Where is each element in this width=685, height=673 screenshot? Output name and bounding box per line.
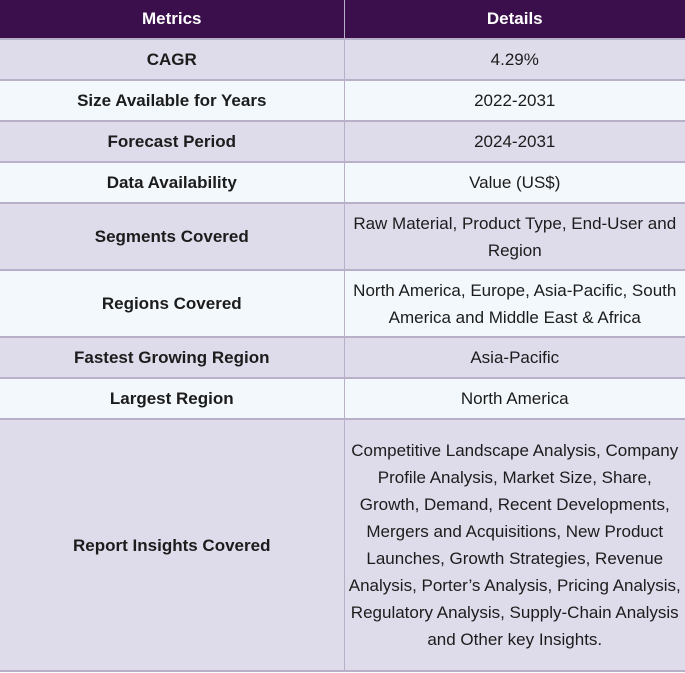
detail-cell: 2024-2031 xyxy=(344,121,685,163)
metric-cell: CAGR xyxy=(0,39,345,81)
detail-cell: Asia-Pacific xyxy=(344,337,685,379)
detail-cell: Competitive Landscape Analysis, Company … xyxy=(344,419,685,672)
metric-cell: Report Insights Covered xyxy=(0,419,345,672)
metric-cell: Segments Covered xyxy=(0,203,345,271)
header-metrics: Metrics xyxy=(0,0,345,40)
metric-cell: Size Available for Years xyxy=(0,80,345,122)
detail-cell: North America xyxy=(344,378,685,420)
table-row: Largest Region North America xyxy=(0,378,685,420)
detail-cell: Raw Material, Product Type, End-User and… xyxy=(344,203,685,271)
metric-cell: Forecast Period xyxy=(0,121,345,163)
metric-cell: Data Availability xyxy=(0,162,345,204)
metric-cell: Largest Region xyxy=(0,378,345,420)
table-header-row: Metrics Details xyxy=(0,0,685,40)
table-row: Fastest Growing Region Asia-Pacific xyxy=(0,337,685,379)
header-details: Details xyxy=(344,0,685,40)
table-row: Data Availability Value (US$) xyxy=(0,162,685,204)
table-row: Forecast Period 2024-2031 xyxy=(0,121,685,163)
detail-cell: Value (US$) xyxy=(344,162,685,204)
detail-cell: 4.29% xyxy=(344,39,685,81)
table-row: Size Available for Years 2022-2031 xyxy=(0,80,685,122)
detail-cell: North America, Europe, Asia-Pacific, Sou… xyxy=(344,270,685,338)
detail-cell: 2022-2031 xyxy=(344,80,685,122)
metric-cell: Fastest Growing Region xyxy=(0,337,345,379)
metric-cell: Regions Covered xyxy=(0,270,345,338)
table-row: CAGR 4.29% xyxy=(0,39,685,81)
table-row: Report Insights Covered Competitive Land… xyxy=(0,419,685,672)
table-row: Regions Covered North America, Europe, A… xyxy=(0,270,685,338)
table-row: Segments Covered Raw Material, Product T… xyxy=(0,203,685,271)
